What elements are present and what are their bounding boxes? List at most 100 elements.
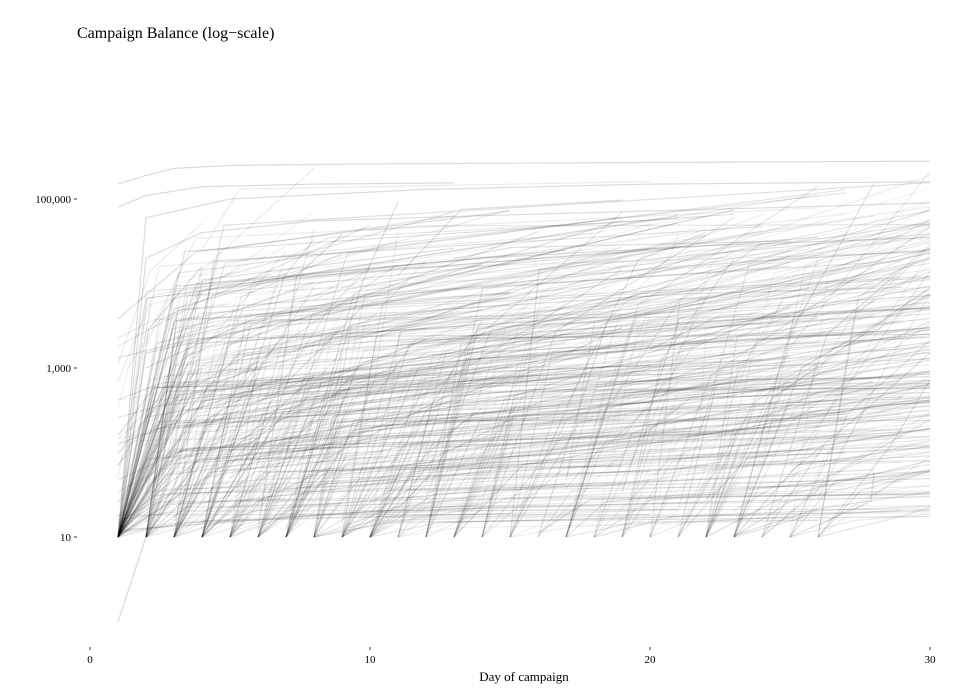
trajectory-line [117,267,679,538]
trajectory-line [313,471,931,538]
trajectory-line [285,201,399,538]
trajectory-line [369,469,875,538]
trajectory-line [145,249,651,538]
trajectory-line [285,442,679,503]
trajectory-line [117,339,735,538]
x-tick-label: 0 [87,654,93,666]
trajectory-line [341,307,651,538]
trajectory-line [257,413,903,538]
trajectory-line [201,239,315,538]
trajectory-line [369,407,483,538]
trajectory-line [453,413,931,538]
trajectory-line [509,329,931,538]
trajectory-line [257,385,875,538]
trajectory-line [453,387,931,397]
trajectory-line [145,503,343,538]
trajectory-line [117,401,651,538]
trajectory-line [117,303,231,347]
trajectory-line [117,373,679,454]
trajectory-line [733,440,931,511]
trajectory-line [117,311,763,538]
trajectory-line [565,252,931,538]
trajectory-line [649,242,763,538]
trajectory-line [705,284,819,538]
trajectory-line [733,379,931,538]
trajectory-line [257,326,931,538]
trajectory-line [145,281,315,538]
trajectory-line [593,505,931,538]
trajectory-line [649,415,931,538]
trajectory-line [649,304,931,538]
trajectory-line [705,342,931,502]
trajectory-line [341,405,931,538]
trajectory-line [509,301,875,538]
trajectory-line [229,311,343,538]
trajectory-line [397,210,931,538]
trajectory-line [229,387,931,479]
trajectory-line [173,443,595,538]
y-tick-label: 1,000 [46,363,71,375]
trajectory-line [481,354,791,538]
trajectory-line [117,510,427,538]
trajectory-line [733,445,931,538]
trajectory-line [649,351,931,538]
trajectory-line [649,494,931,501]
trajectory-line [229,248,707,538]
trajectory-line [369,407,931,538]
trajectory-line [229,411,623,479]
trajectory-line [481,399,931,538]
trajectory-line [285,485,931,538]
trajectory-line [369,509,931,538]
trajectory-line [341,222,931,538]
trajectory-line [117,369,819,538]
trajectory-line [257,413,623,538]
trajectory-line [285,364,931,538]
trajectory-line [397,408,651,497]
trajectory-line [369,269,931,538]
trajectory-line [397,425,707,538]
trajectory-line [705,460,931,538]
trajectory-line [117,292,203,538]
trajectory-line [649,402,931,450]
trajectory-line [229,312,875,538]
trajectory-line [117,463,819,538]
trajectory-line [173,351,931,538]
trajectory-line [201,254,287,538]
trajectory-line [481,313,791,357]
trajectory-line [369,302,567,538]
trajectory-line [733,259,931,382]
trajectory-line [145,357,483,538]
series-line-10 [117,536,147,622]
trajectory-line [593,234,679,336]
trajectory-line [145,356,259,538]
trajectory-line [117,327,623,538]
trajectory-line [341,427,511,538]
trajectory-line [229,480,903,538]
trajectory-line [453,379,931,495]
trajectory-line [341,188,931,538]
trajectory-line [117,223,651,538]
trajectory-line [201,352,735,538]
trajectory-line [509,359,931,538]
trajectory-line [257,339,623,538]
trajectory-line [257,444,931,503]
trajectory-line [789,352,931,473]
series-lines [117,160,931,622]
trajectory-line [145,447,819,538]
trajectory-line [369,266,847,538]
trajectory-line [145,261,791,538]
trajectory-line [117,265,203,538]
series-line-11 [145,249,931,369]
trajectory-line [677,250,931,366]
trajectory-line [397,199,623,276]
trajectory-line [537,492,931,534]
trajectory-line [117,434,371,538]
trajectory-line [593,201,931,538]
trajectory-line [313,206,931,538]
trajectory-line [117,284,651,447]
trajectory-line [117,445,651,503]
trajectory-line [369,493,903,526]
trajectory-line [285,216,623,451]
trajectory-line [509,385,707,538]
trajectory-line [173,226,763,538]
